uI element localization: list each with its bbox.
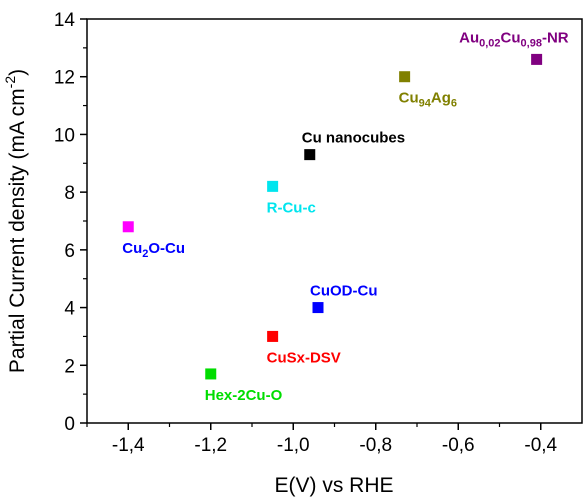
point-label-text: CuOD-Cu	[310, 283, 378, 300]
point-label-text: Cu nanocubes	[302, 130, 405, 147]
point-label-text: R-Cu-c	[267, 199, 316, 216]
point-label: Cu nanocubes	[302, 130, 405, 147]
y-tick-label: 6	[64, 241, 75, 262]
point-label-text: -NR	[542, 29, 569, 46]
data-point	[312, 302, 324, 314]
point-label-text: Cu	[399, 90, 419, 107]
data-point	[399, 71, 411, 83]
point-label-subscript: 2	[142, 248, 148, 260]
point-label: CuOD-Cu	[310, 283, 378, 300]
y-tick-label: 14	[54, 10, 76, 31]
data-point	[205, 368, 217, 380]
y-axis-title: Partial Current density (mA cm-2)	[2, 69, 29, 373]
point-label-text: O-Cu	[148, 240, 185, 257]
data-point	[531, 53, 543, 65]
x-tick-label: -0,4	[524, 435, 557, 456]
point-label-subscript: 6	[451, 98, 457, 110]
y-axis-title-main: Partial Current density (mA cm	[6, 88, 29, 373]
point-label: CuSx-DSV	[267, 349, 341, 366]
x-tick-label: -0,6	[442, 435, 475, 456]
point-label: Hex-2Cu-O	[205, 387, 283, 404]
y-tick-label: 8	[64, 183, 75, 204]
data-points	[122, 53, 543, 380]
point-label-text: Au	[459, 29, 479, 46]
data-point	[122, 221, 134, 233]
y-tick-label: 10	[54, 125, 75, 146]
point-label: Cu94Ag6	[399, 90, 457, 110]
y-tick-label: 0	[64, 414, 75, 435]
axis-ticks: -1,4 -1,2 -1,0 -0,8 -0,6 -0,4 0 2 4 6 8 10 12 14	[54, 10, 558, 456]
data-point	[304, 149, 316, 161]
data-point	[267, 180, 279, 192]
point-label-subscript: 94	[419, 98, 432, 110]
point-label-text: CuSx-DSV	[267, 349, 341, 366]
point-label-subscript: 0,98	[521, 37, 542, 49]
y-axis-title-sup: -2	[2, 76, 18, 89]
y-axis-title-close: )	[6, 69, 29, 76]
x-tick-label: -0,8	[359, 435, 392, 456]
point-label: R-Cu-c	[267, 199, 316, 216]
point-label-text: Ag	[431, 90, 451, 107]
point-label: Au0,02Cu0,98-NR	[459, 29, 569, 49]
x-tick-label: -1,4	[112, 435, 145, 456]
x-axis-title: E(V) vs RHE	[274, 474, 393, 497]
point-label-text: Hex-2Cu-O	[205, 387, 283, 404]
point-label-text: Cu	[122, 240, 142, 257]
y-tick-label: 4	[64, 299, 75, 320]
y-tick-label: 2	[64, 356, 75, 377]
point-label-text: Cu	[501, 29, 521, 46]
point-label: Cu2O-Cu	[122, 240, 185, 260]
y-tick-label: 12	[54, 68, 75, 89]
point-label-subscript: 0,02	[479, 37, 500, 49]
data-point	[267, 330, 279, 342]
x-tick-label: -1,2	[194, 435, 227, 456]
x-tick-label: -1,0	[277, 435, 310, 456]
